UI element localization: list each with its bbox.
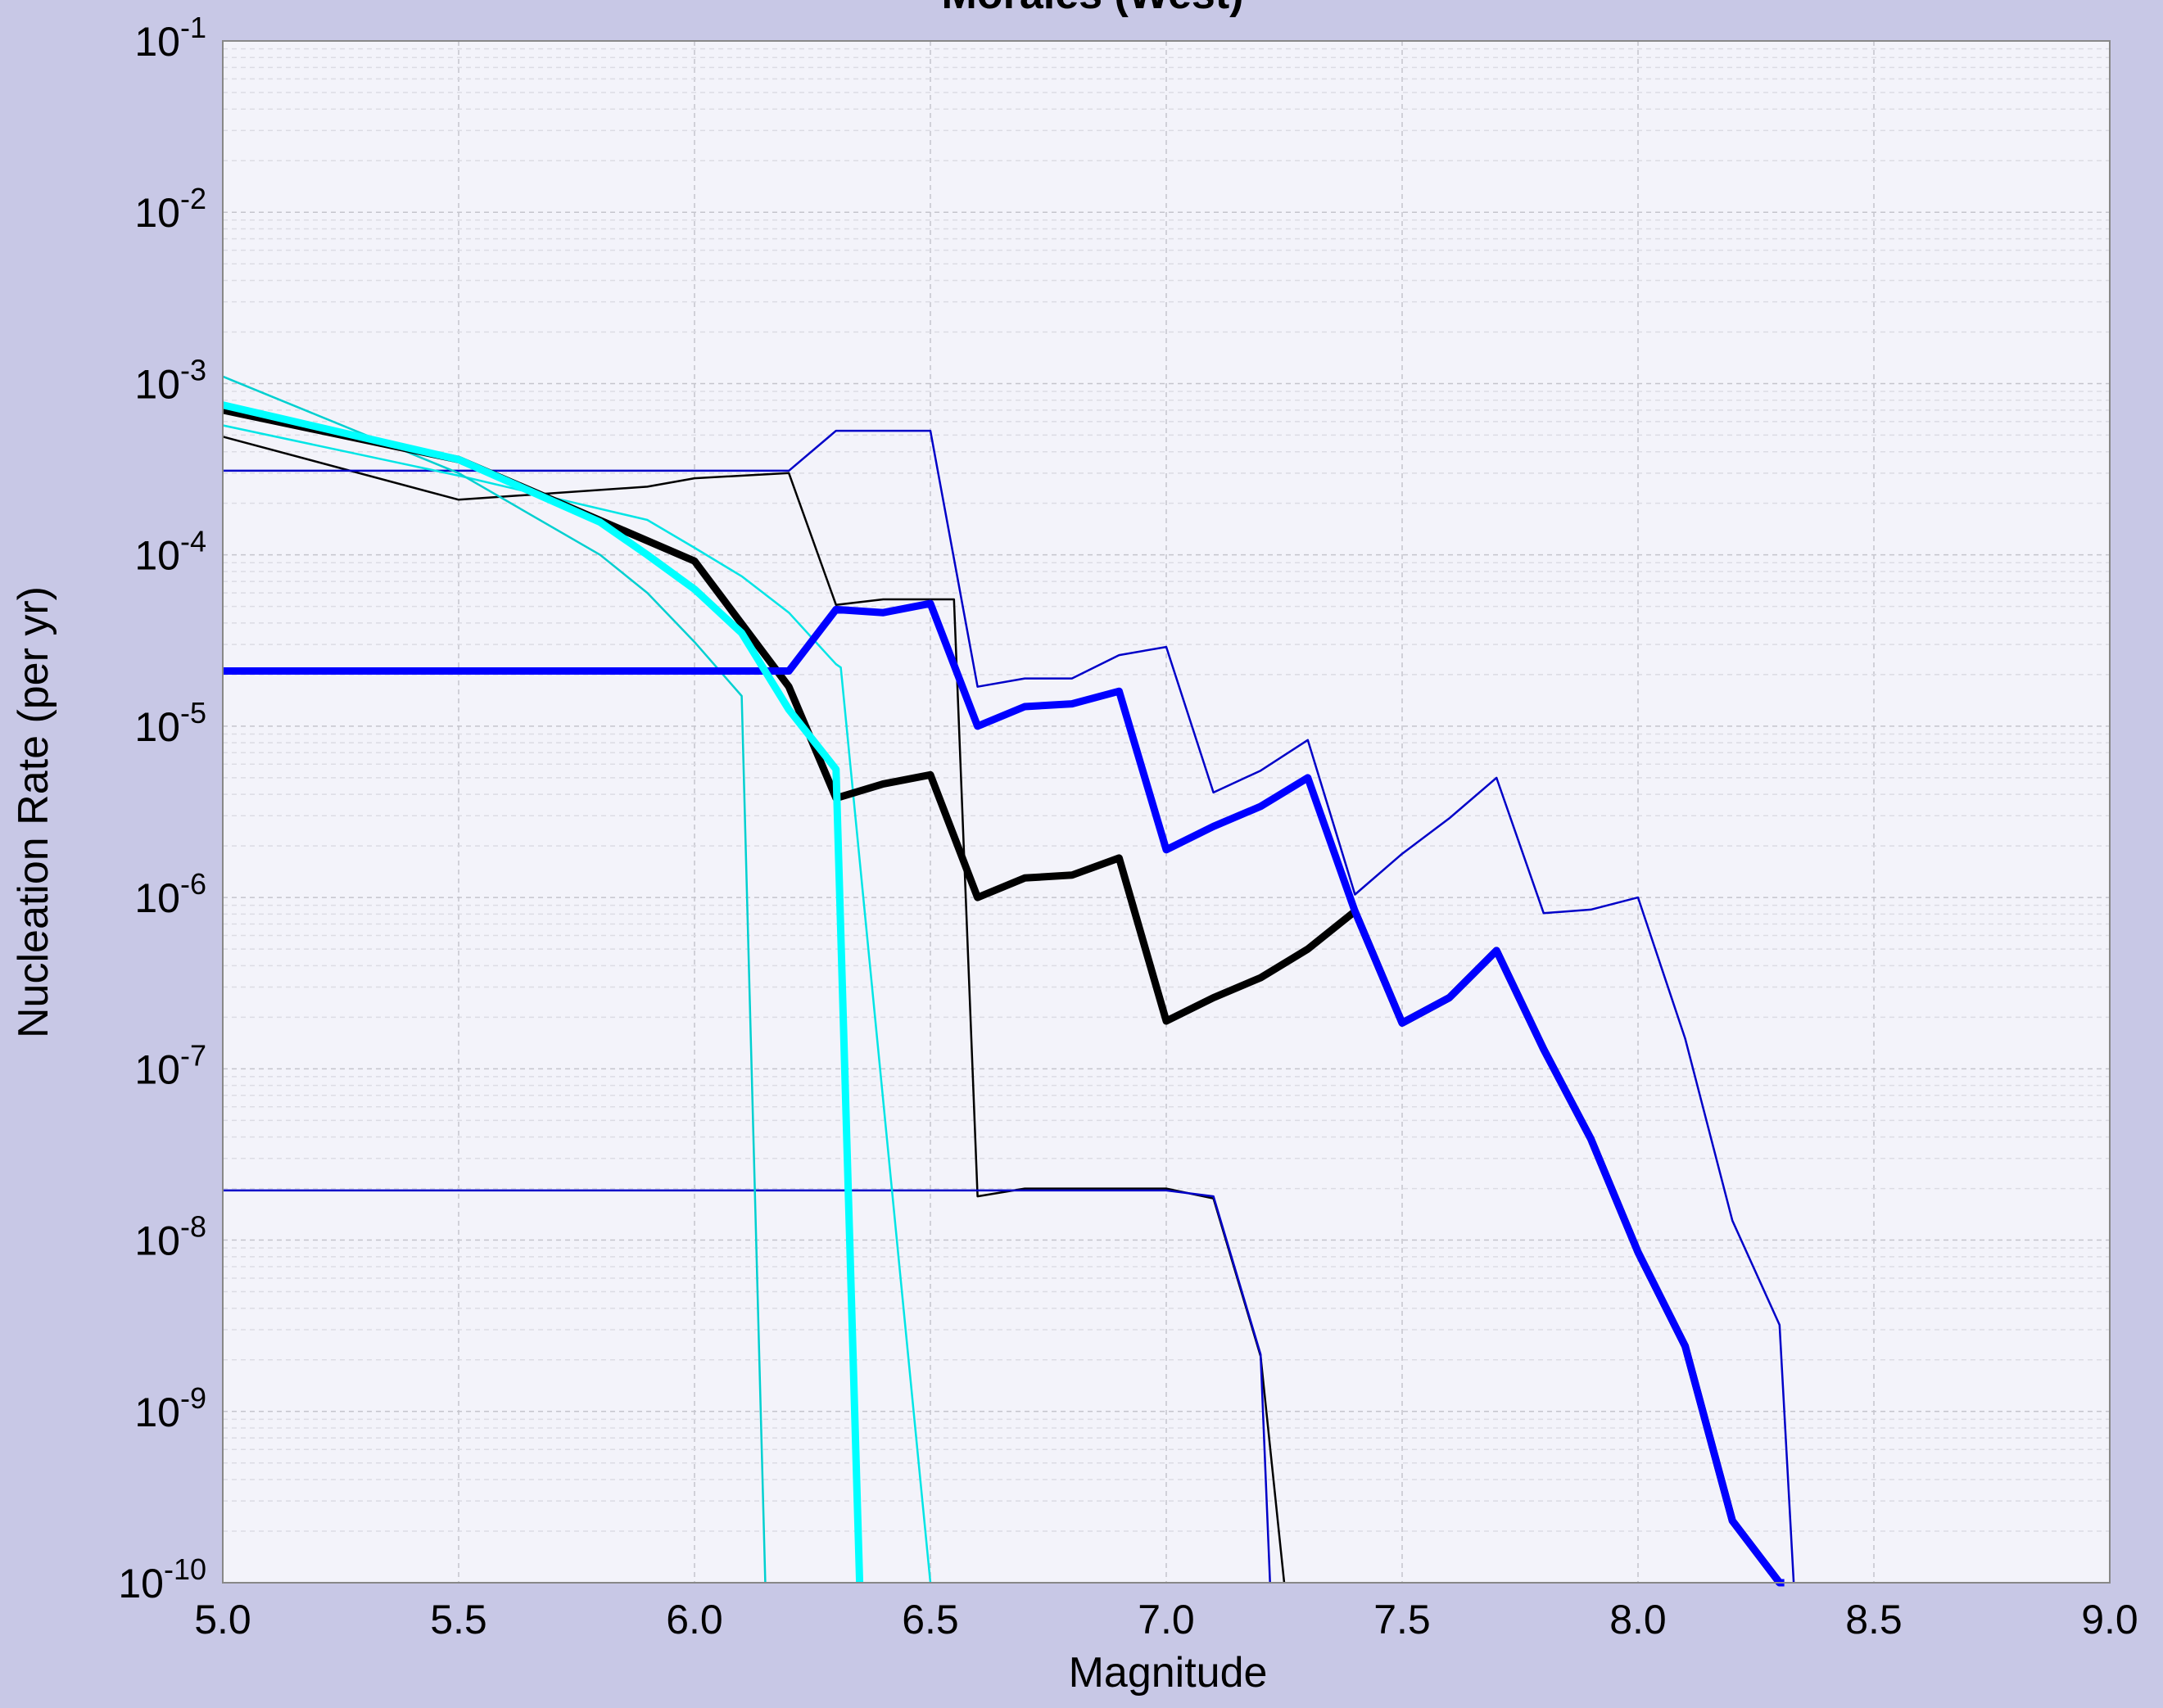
y-axis-title: Nucleation Rate (per yr) <box>10 586 57 1038</box>
y-tick-label: 10-4 <box>134 525 206 579</box>
series-line <box>223 1189 1271 1584</box>
x-axis-title: Magnitude <box>1069 1649 1268 1697</box>
x-tick-label: 7.0 <box>1138 1597 1195 1642</box>
y-tick-label: 10-10 <box>118 1552 206 1606</box>
y-tick-label: 10-7 <box>134 1038 206 1092</box>
x-tick-label: 7.5 <box>1373 1597 1431 1642</box>
y-tick-label: 10-9 <box>134 1381 206 1435</box>
chart-title: Morales (West) <box>942 0 1244 18</box>
x-tick-label: 5.5 <box>430 1597 487 1642</box>
x-tick-label: 8.5 <box>1845 1597 1903 1642</box>
x-tick-label: 6.5 <box>902 1597 959 1642</box>
y-tick-label: 10-1 <box>134 11 206 65</box>
x-tick-label: 8.0 <box>1609 1597 1667 1642</box>
x-tick-label: 6.0 <box>666 1597 723 1642</box>
y-tick-label: 10-5 <box>134 696 206 750</box>
y-tick-label: 10-3 <box>134 353 206 407</box>
x-tick-labels: 5.0 5.5 6.0 6.5 7.0 7.5 8.0 8.5 9.0 <box>194 1597 2138 1642</box>
y-tick-label: 10-8 <box>134 1210 206 1264</box>
series-line <box>223 429 1795 1584</box>
series-line <box>223 599 1785 1587</box>
series-layer <box>221 375 1795 1587</box>
x-tick-label: 9.0 <box>2081 1597 2138 1642</box>
plot-frame <box>222 40 2111 1584</box>
series-line <box>222 375 767 1584</box>
y-tick-label: 10-6 <box>134 867 206 921</box>
series-line <box>221 401 864 1584</box>
y-tick-labels: 10-1 10-2 10-3 10-4 10-5 10-6 10-7 10-8 10-9 10-1… <box>118 11 206 1606</box>
y-tick-label: 10-2 <box>134 182 206 236</box>
x-tick-label: 5.0 <box>194 1597 251 1642</box>
grid <box>222 41 2111 1584</box>
